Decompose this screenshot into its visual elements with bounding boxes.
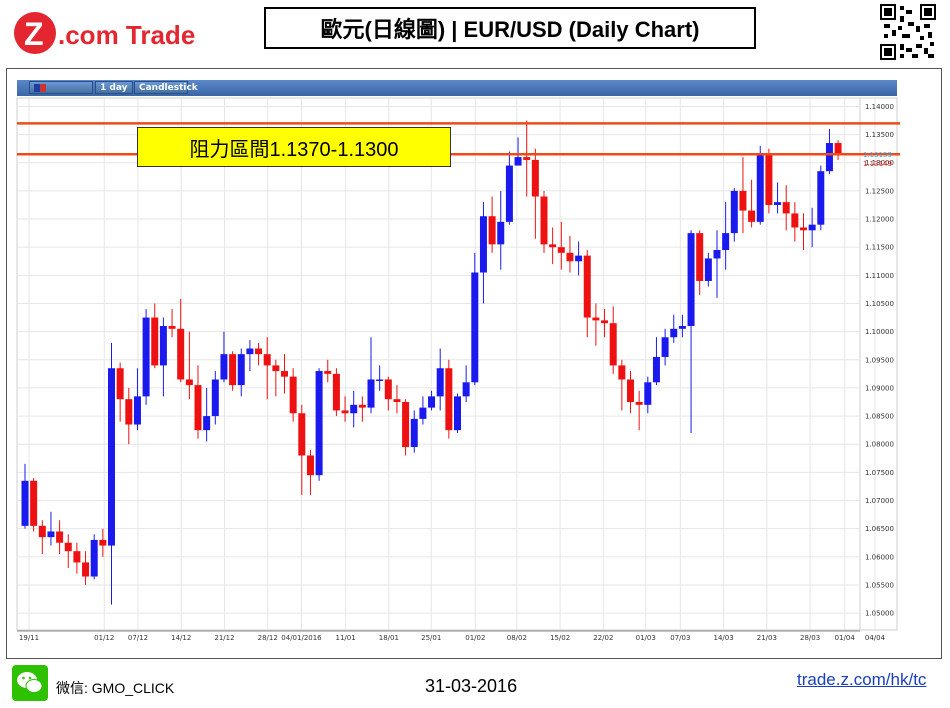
svg-text:.com Trade: .com Trade [58, 20, 195, 50]
symbol-button[interactable]: EUR/USD [29, 81, 93, 106]
qr-code [880, 4, 936, 60]
wechat-icon [12, 665, 48, 701]
chart-toolbar: EUR/USD 1 day Candlestick [17, 80, 897, 106]
page-title: 歐元(日線圖) | EUR/USD (Daily Chart) [264, 7, 756, 49]
svg-text:Z: Z [24, 16, 44, 52]
interval-button[interactable]: 1 day [95, 81, 133, 94]
website-link[interactable]: trade.z.com/hk/tc [797, 670, 927, 689]
zcom-trade-logo: Z .com Trade [14, 12, 195, 54]
symbol-label: EUR/USD [34, 96, 79, 106]
flag-icon [34, 83, 46, 92]
chart-style-button[interactable]: Candlestick [134, 81, 198, 94]
report-date: 31-03-2016 [425, 676, 518, 696]
resistance-annotation: 阻力區間1.1370-1.1300 [137, 127, 451, 167]
wechat-id: 微信: GMO_CLICK [56, 680, 175, 696]
